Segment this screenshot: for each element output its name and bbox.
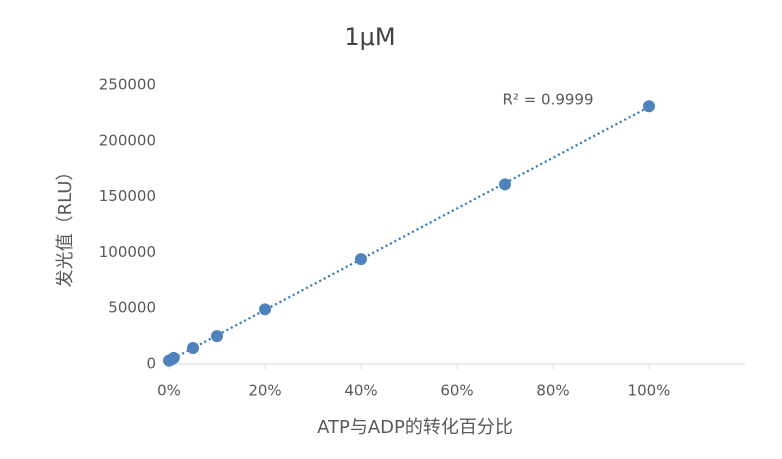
y-tick-label: 150000 <box>99 187 156 205</box>
y-tick-label: 100000 <box>99 243 156 261</box>
data-point <box>355 253 367 266</box>
data-point <box>499 178 511 191</box>
x-tick-label: 0% <box>157 382 181 400</box>
y-axis-title: 发光值（RLU） <box>55 163 76 288</box>
data-point <box>187 342 199 355</box>
data-point <box>167 351 180 364</box>
x-tick-label: 80% <box>536 382 569 400</box>
y-tick-label: 50000 <box>108 299 156 317</box>
y-tick-label: 250000 <box>99 76 156 94</box>
trendline <box>168 105 650 362</box>
x-tick-label: 40% <box>344 382 377 400</box>
data-point <box>211 330 223 343</box>
data-point <box>259 303 271 316</box>
y-tick-label: 200000 <box>99 131 156 149</box>
x-tick-label: 20% <box>248 382 281 400</box>
x-axis-title: ATP与ADP的转化百分比 <box>317 417 513 438</box>
x-tick-label: 100% <box>628 382 671 400</box>
y-tick-label: 0 <box>146 355 156 373</box>
r-squared: R² = 0.9999 <box>502 91 593 109</box>
x-tick-label: 60% <box>440 382 473 400</box>
chart-title: 1μM <box>344 23 395 51</box>
data-point <box>643 100 655 113</box>
